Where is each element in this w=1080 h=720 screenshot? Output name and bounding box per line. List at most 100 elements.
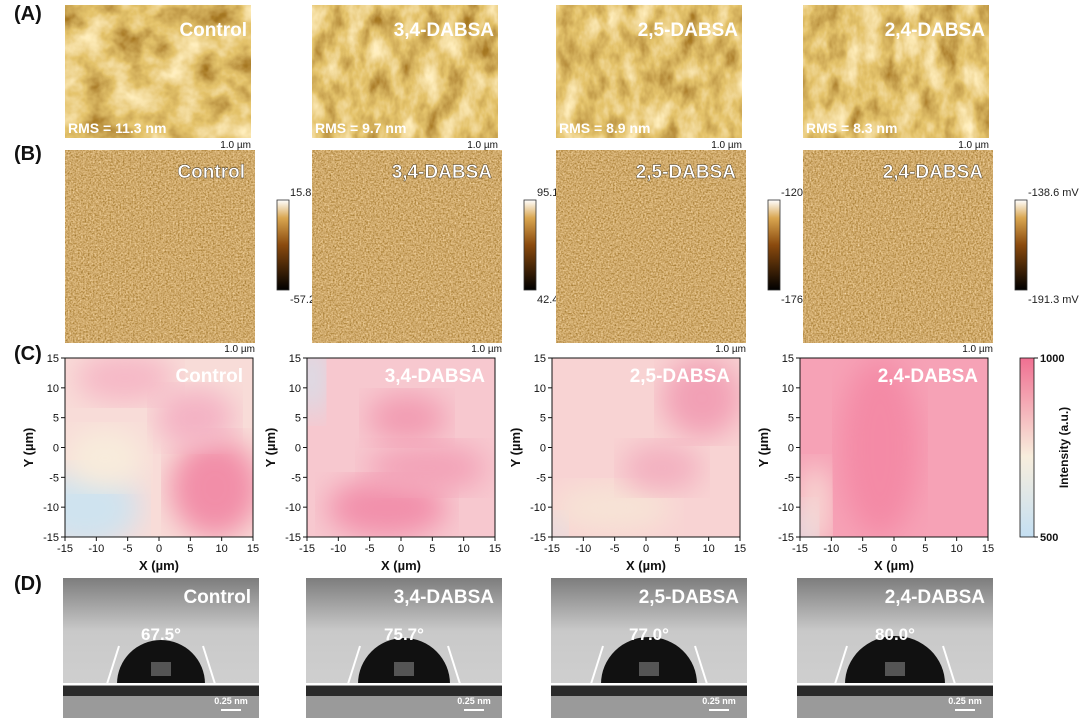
panel-label: (A) [14,3,42,25]
kpfm-image [803,150,993,343]
y-tick-label: -10 [778,502,794,514]
map-blob [170,438,253,537]
x-tick-label: -5 [365,543,375,555]
y-tick-label: 10 [534,383,546,395]
x-tick-label: -15 [57,543,73,555]
substrate-edge [551,686,747,696]
y-axis-label: Y (µm) [21,428,36,468]
colorbar-label: Intensity (a.u.) [1057,407,1071,488]
x-tick-label: -10 [330,543,346,555]
x-tick-label: -5 [610,543,620,555]
x-axis-label: X (µm) [626,558,666,573]
sample-label: 2,5-DABSA [638,20,739,41]
y-axis-label: Y (µm) [508,428,523,468]
y-tick-label: -5 [536,472,546,484]
map-blob [552,483,672,533]
map-blob [662,358,740,438]
colorbar [276,199,290,291]
scale-bar-label: 1.0 µm [224,344,255,355]
y-tick-label: 10 [47,383,59,395]
x-tick-label: -5 [858,543,868,555]
sample-label: 3,4-DABSA [392,162,493,183]
kpfm-image [65,150,255,343]
x-tick-label: 5 [674,543,680,555]
sample-label: Control [175,366,243,387]
sample-label: 2,5-DABSA [630,366,731,387]
tangent [347,645,361,685]
tangent [942,645,956,685]
scale-bar-label: 1.0 µm [958,140,989,151]
tangent [106,645,120,685]
sample-label: 2,5-DABSA [636,162,737,183]
y-tick-label: 10 [782,383,794,395]
x-tick-label: -15 [544,543,560,555]
x-tick-label: 0 [156,543,162,555]
afm-image [312,5,498,138]
panel-label: (D) [14,573,42,595]
rms-label: RMS = 8.9 nm [559,120,650,136]
substrate-edge [63,686,259,696]
sample-label: Control [183,587,251,608]
tangent [590,645,604,685]
x-axis-label: X (µm) [874,558,914,573]
x-tick-label: 5 [922,543,928,555]
colorbar-max: -138.6 mV [1028,187,1079,199]
droplet [845,636,945,684]
substrate-edge [306,686,502,696]
x-tick-label: -15 [299,543,315,555]
tangent [694,645,708,685]
x-tick-label: 0 [398,543,404,555]
scale-bar-label: 0.25 nm [948,696,982,706]
y-tick-label: 0 [540,443,546,455]
sample-label: 2,4-DABSA [878,366,979,387]
scale-bar-label: 0.25 nm [702,696,736,706]
colorbar-tick-label: 1000 [1040,353,1064,365]
reflection [151,662,171,676]
map-blob [65,428,145,488]
reflection [394,662,414,676]
substrate-edge [797,686,993,696]
y-tick-label: -15 [778,532,794,544]
scale-bar-label: 1.0 µm [711,140,742,151]
x-tick-label: 5 [187,543,193,555]
pl-map [800,358,988,537]
map-blob [367,443,487,493]
pl-map [552,358,740,537]
colorbar [1019,357,1035,538]
tangent [834,645,848,685]
contact-angle-image [797,578,993,718]
scale-bar-label: 1.0 µm [715,344,746,355]
contact-angle-image [63,578,259,718]
x-tick-label: -15 [792,543,808,555]
x-tick-label: 15 [734,543,746,555]
y-tick-label: -15 [43,532,59,544]
x-axis-label: X (µm) [381,558,421,573]
x-tick-label: 10 [216,543,228,555]
x-tick-label: 15 [489,543,501,555]
sample-label: 3,4-DABSA [394,20,495,41]
sample-label: Control [179,20,247,41]
scale-bar-label: 1.0 µm [467,140,498,151]
map-blob [75,358,175,403]
x-tick-label: 10 [703,543,715,555]
y-tick-label: 0 [53,443,59,455]
scale-bar-label: 1.0 µm [471,344,502,355]
x-tick-label: 0 [891,543,897,555]
sample-label: 2,5-DABSA [639,587,740,608]
sample-label: 3,4-DABSA [385,366,486,387]
x-tick-label: 15 [982,543,994,555]
tangent [202,645,216,685]
map-blob [307,358,324,418]
y-tick-label: 5 [295,413,301,425]
y-axis-label: Y (µm) [263,428,278,468]
afm-image [556,5,742,138]
kpfm-image [556,150,746,343]
y-tick-label: -5 [784,472,794,484]
contact-angle: 75.7° [384,625,424,644]
colorbar [1014,199,1028,291]
contact-angle: 77.0° [629,625,669,644]
y-tick-label: -10 [43,502,59,514]
x-tick-label: -5 [123,543,133,555]
y-tick-label: 15 [289,353,301,365]
